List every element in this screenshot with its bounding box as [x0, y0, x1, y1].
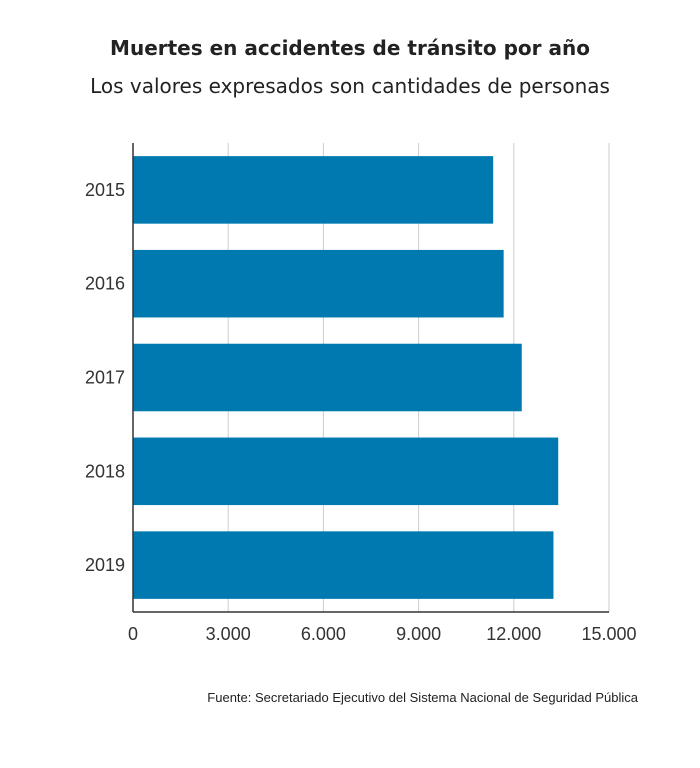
x-tick-label: 3.000: [206, 624, 251, 644]
category-label: 2019: [85, 555, 125, 575]
source-note: Fuente: Secretariado Ejecutivo del Siste…: [207, 690, 638, 705]
x-tick-label: 9.000: [396, 624, 441, 644]
bar: [133, 343, 522, 412]
bar: [133, 531, 554, 599]
bar: [133, 437, 559, 506]
category-label: 2018: [85, 461, 125, 481]
category-label: 2015: [85, 180, 125, 200]
chart-title: Muertes en accidentes de tránsito por añ…: [110, 36, 590, 60]
x-tick-label: 6.000: [301, 624, 346, 644]
chart-subtitle: Los valores expresados son cantidades de…: [90, 74, 610, 98]
x-tick-label: 12.000: [486, 624, 541, 644]
x-tick-label: 15.000: [581, 624, 636, 644]
category-label: 2016: [85, 274, 125, 294]
x-tick-label: 0: [128, 624, 138, 644]
category-label: 2017: [85, 368, 125, 388]
bar: [133, 249, 504, 318]
bar: [133, 156, 494, 224]
